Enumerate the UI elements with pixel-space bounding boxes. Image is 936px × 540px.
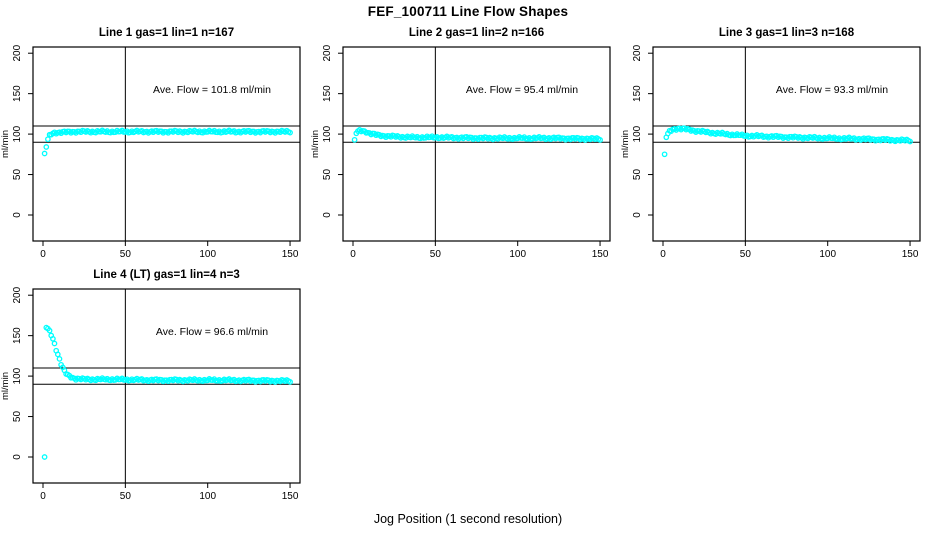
svg-text:ml/min: ml/min (0, 372, 11, 400)
svg-text:200: 200 (12, 44, 23, 61)
subplot-line-3: 0 50 100 150 200 0 50 100 150 ml/min Ave. Flow = 9… (620, 26, 932, 260)
svg-text:0: 0 (322, 212, 333, 218)
svg-text:100: 100 (199, 491, 216, 502)
svg-text:Ave. Flow = 95.4 ml/min: Ave. Flow = 95.4 ml/min (466, 84, 578, 96)
svg-text:0: 0 (40, 249, 46, 260)
subplot-line-1-title: Line 1 gas=1 lin=1 n=167 (98, 27, 235, 39)
figure-x-axis-label: Jog Position (1 second resolution) (373, 512, 563, 526)
line-4-chart-canvas: 0 50 100 150 200 0 50 100 150 ml/min Ave. Flow = 9… (0, 286, 301, 502)
subplot-line-4-title: Line 4 (LT) gas=1 lin=4 n=3 (93, 269, 240, 281)
subplot-line-3-title: Line 3 gas=1 lin=3 n=168 (718, 27, 855, 39)
svg-text:0: 0 (660, 249, 666, 260)
svg-text:0: 0 (632, 212, 643, 218)
svg-text:100: 100 (819, 249, 836, 260)
svg-text:Ave. Flow = 93.3 ml/min: Ave. Flow = 93.3 ml/min (776, 84, 888, 96)
svg-text:200: 200 (12, 286, 23, 303)
svg-text:200: 200 (632, 44, 643, 61)
svg-text:Ave. Flow = 101.8 ml/min: Ave. Flow = 101.8 ml/min (153, 84, 271, 96)
svg-text:150: 150 (12, 327, 23, 344)
subplot-line-2-title: Line 2 gas=1 lin=2 n=166 (408, 27, 545, 39)
svg-text:ml/min: ml/min (310, 130, 321, 158)
svg-text:50: 50 (430, 249, 442, 260)
subplot-line-1: 0 50 100 150 200 0 50 100 150 ml/min Ave. Flow = 1… (0, 26, 312, 260)
svg-text:100: 100 (12, 125, 23, 142)
subplot-line-4: 0 50 100 150 200 0 50 100 150 ml/min Ave. Flow = 9… (0, 268, 312, 502)
svg-text:50: 50 (740, 249, 752, 260)
svg-text:150: 150 (12, 85, 23, 102)
svg-text:100: 100 (509, 249, 526, 260)
svg-text:150: 150 (282, 249, 299, 260)
svg-text:ml/min: ml/min (0, 130, 11, 158)
svg-text:50: 50 (12, 411, 23, 423)
svg-text:150: 150 (902, 249, 919, 260)
svg-text:50: 50 (322, 169, 333, 181)
svg-text:100: 100 (12, 367, 23, 384)
svg-text:50: 50 (632, 169, 643, 181)
svg-text:200: 200 (322, 44, 333, 61)
line-2-chart-canvas: 0 50 100 150 200 0 50 100 150 ml/min Ave. Flow = 9… (310, 44, 611, 260)
svg-text:Ave. Flow = 96.6 ml/min: Ave. Flow = 96.6 ml/min (156, 326, 268, 338)
svg-text:100: 100 (632, 125, 643, 142)
subplot-line-2: 0 50 100 150 200 0 50 100 150 ml/min Ave. Flow = 9… (310, 26, 622, 260)
svg-text:150: 150 (322, 85, 333, 102)
svg-text:50: 50 (12, 169, 23, 181)
line-3-chart-canvas: 0 50 100 150 200 0 50 100 150 ml/min Ave. Flow = 9… (620, 44, 921, 260)
figure-title: FEF_100711 Line Flow Shapes (367, 4, 569, 19)
svg-text:50: 50 (120, 491, 132, 502)
svg-text:ml/min: ml/min (620, 130, 631, 158)
line-1-chart-canvas: 0 50 100 150 200 0 50 100 150 ml/min Ave. Flow = 1… (0, 44, 301, 260)
svg-text:150: 150 (632, 85, 643, 102)
svg-text:0: 0 (350, 249, 356, 260)
svg-text:100: 100 (322, 125, 333, 142)
svg-text:150: 150 (592, 249, 609, 260)
svg-text:150: 150 (282, 491, 299, 502)
svg-text:100: 100 (199, 249, 216, 260)
svg-text:50: 50 (120, 249, 132, 260)
svg-text:0: 0 (12, 454, 23, 460)
svg-text:0: 0 (12, 212, 23, 218)
svg-text:0: 0 (40, 491, 46, 502)
